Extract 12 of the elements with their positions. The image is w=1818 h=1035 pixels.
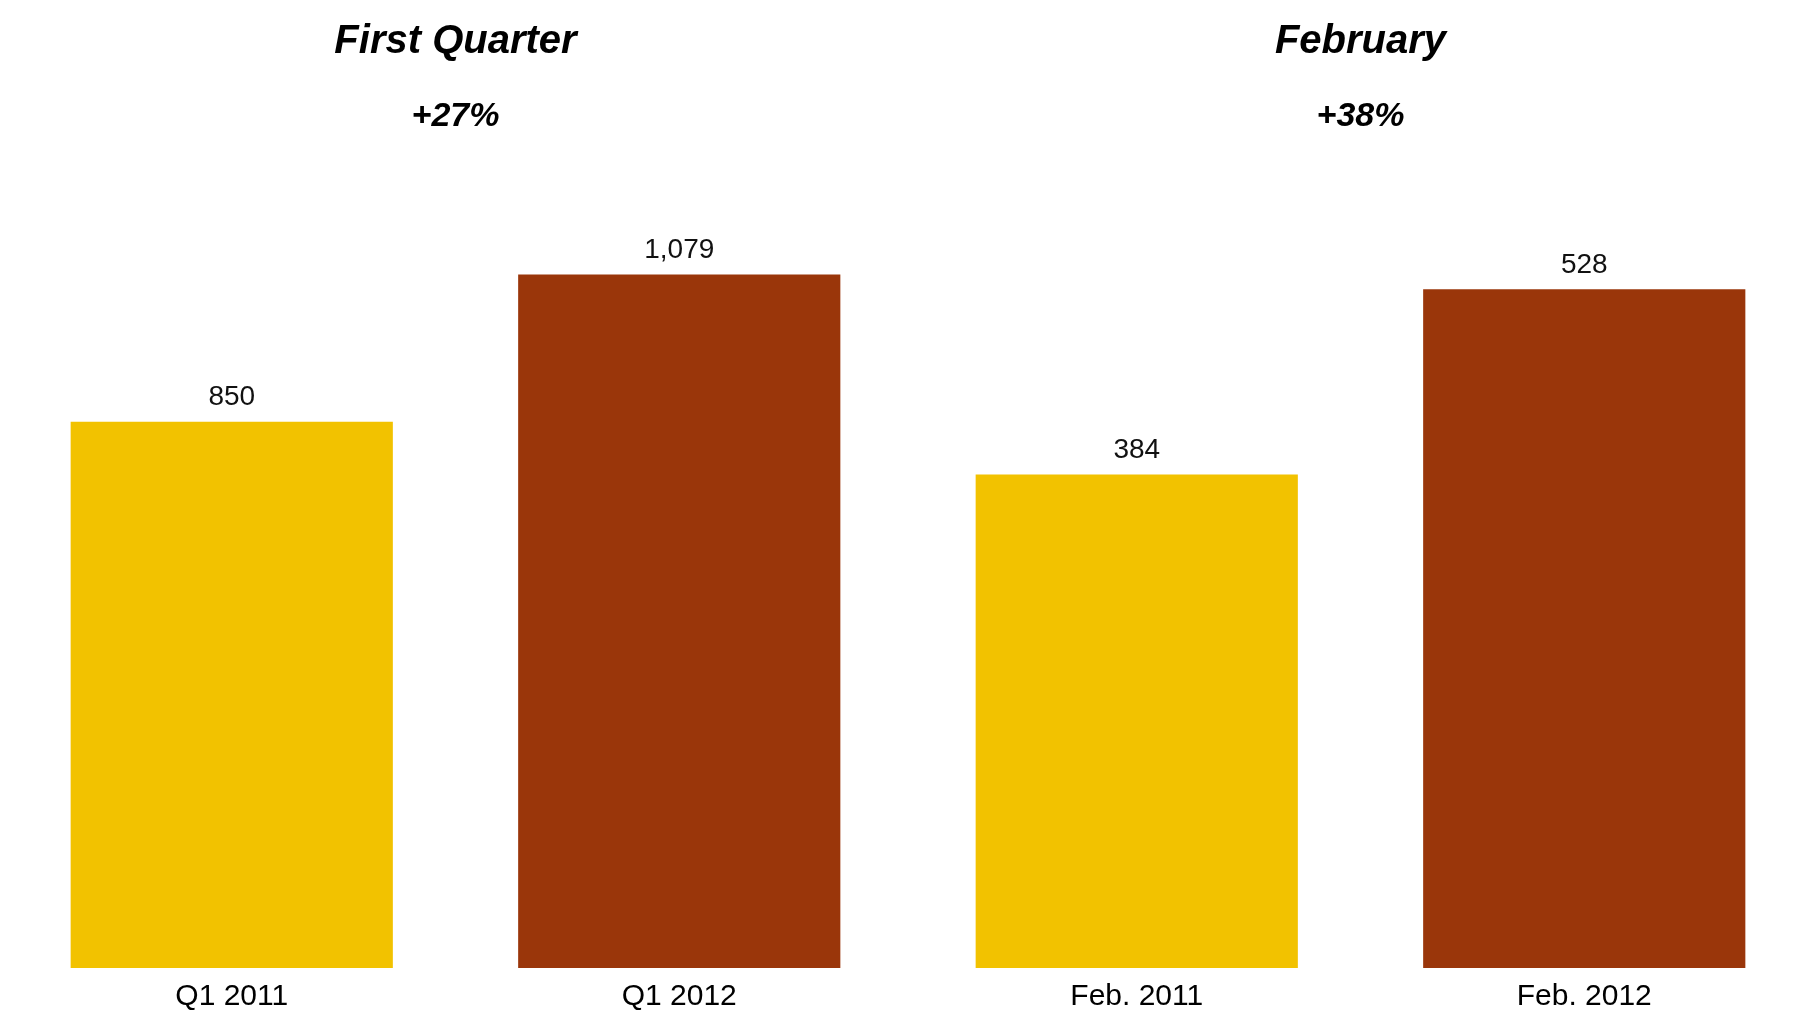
data-label: 528 bbox=[1560, 248, 1608, 280]
x-tick-label: Feb. 2012 bbox=[1516, 978, 1652, 1012]
chart-title: First Quarter bbox=[334, 17, 580, 63]
x-tick-label: Q1 2011 bbox=[175, 978, 289, 1012]
text: +38% bbox=[1316, 94, 1405, 133]
data-label: 1,079 bbox=[644, 233, 715, 265]
text: +27% bbox=[411, 94, 500, 133]
x-tick-label: Q1 2012 bbox=[621, 978, 737, 1012]
chart-title: February bbox=[1274, 17, 1448, 62]
data-label: 850 bbox=[208, 380, 256, 412]
x-tick-label: Feb. 2011 bbox=[1070, 978, 1204, 1012]
data-label: 384 bbox=[1113, 433, 1161, 465]
